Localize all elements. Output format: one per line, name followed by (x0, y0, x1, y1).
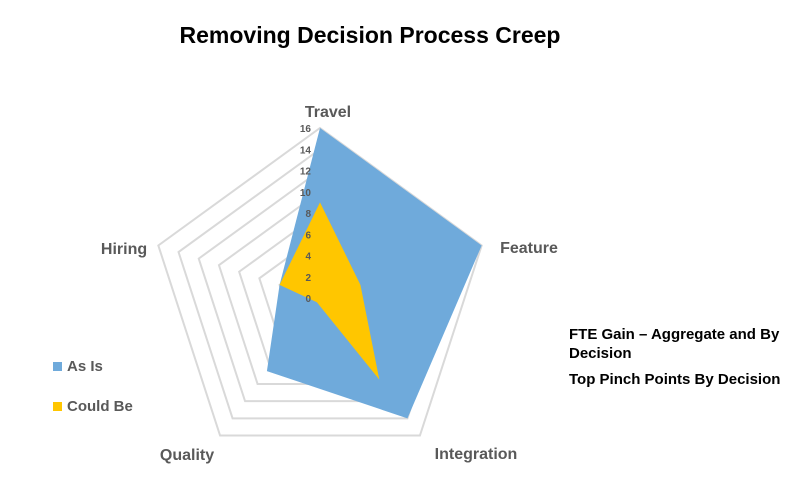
axis-label-integration: Integration (435, 446, 518, 463)
legend-label-as-is: As Is (67, 357, 103, 375)
tick-label-12: 12 (300, 167, 312, 178)
legend-item-could-be: Could Be (53, 395, 133, 417)
tick-label-8: 8 (305, 209, 311, 220)
series-area-could-be (279, 202, 380, 380)
axis-label-feature: Feature (500, 240, 558, 257)
legend-label-could-be: Could Be (67, 397, 133, 415)
tick-label-0: 0 (305, 294, 311, 305)
note-fte-gain: FTE Gain – Aggregate and By Decision (569, 326, 780, 362)
legend-item-as-is: As Is (53, 355, 133, 377)
axis-label-quality: Quality (160, 447, 214, 464)
tick-label-14: 14 (300, 145, 312, 156)
tick-label-6: 6 (305, 230, 311, 241)
legend-swatch-could-be (53, 401, 62, 411)
tick-label-4: 4 (305, 252, 311, 263)
legend-swatch-as-is (53, 361, 62, 371)
chart-title: Removing Decision Process Creep (179, 22, 561, 48)
tick-label-2: 2 (305, 273, 311, 284)
series-area-as-is (266, 128, 482, 419)
tick-label-10: 10 (300, 188, 312, 199)
radar-series (266, 128, 482, 419)
axis-label-travel: Travel (305, 104, 351, 121)
side-notes: FTE Gain – Aggregate and By Decision Top… (569, 325, 789, 396)
radial-tick-labels: 0 2 4 6 8 10 12 14 16 (300, 124, 312, 305)
tick-label-16: 16 (300, 124, 312, 135)
note-pinch-points: Top Pinch Points By Decision (569, 371, 781, 388)
legend: As Is Could Be (53, 355, 133, 435)
axis-label-hiring: Hiring (101, 241, 147, 258)
axis-labels: Travel Feature Integration Quality Hiring (101, 104, 558, 464)
